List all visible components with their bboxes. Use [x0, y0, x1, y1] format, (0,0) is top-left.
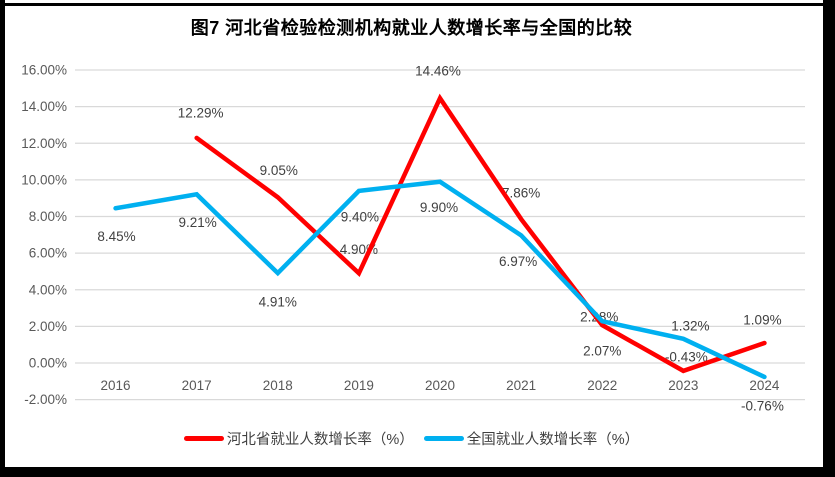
y-axis-tick-label: 16.00%: [21, 63, 67, 78]
national-line-swatch-icon: [423, 435, 464, 441]
chart-legend: 河北省就业人数增长率（%） 全国就业人数增长率（%）: [0, 427, 823, 449]
legend-item-national: 全国就业人数增长率（%）: [423, 428, 640, 449]
y-axis-tick-label: 6.00%: [29, 246, 67, 261]
chart-title: 图7 河北省检验检测机构就业人数增长率与全国的比较: [190, 18, 633, 38]
y-axis-tick-label: 2.00%: [29, 319, 67, 334]
frame-border-top: [0, 3, 835, 6]
x-axis-label: 2023: [668, 378, 698, 393]
x-axis-label: 2017: [182, 378, 212, 393]
data-label: 14.46%: [415, 64, 461, 79]
x-axis-label: 2021: [506, 378, 536, 393]
data-label: -0.43%: [665, 349, 708, 364]
data-label: 6.97%: [499, 254, 537, 269]
y-axis-tick-label: 12.00%: [21, 136, 67, 151]
legend-item-hebei: 河北省就业人数增长率（%）: [183, 428, 414, 449]
x-axis-label: 2018: [263, 378, 293, 393]
data-label: 9.05%: [260, 163, 298, 178]
hebei-line-swatch-icon: [183, 435, 224, 441]
data-label: 8.45%: [97, 229, 135, 244]
x-axis-label: 2020: [425, 378, 455, 393]
data-label: 1.09%: [743, 313, 781, 328]
legend-label-national: 全国就业人数增长率（%）: [466, 431, 640, 448]
national-series-line: [113, 179, 767, 380]
hebei-series-line: [194, 93, 767, 374]
frame-border-right: [823, 0, 835, 477]
x-axis-label: 2022: [587, 378, 617, 393]
data-label: 9.90%: [420, 200, 458, 215]
legend-label-hebei: 河北省就业人数增长率（%）: [226, 431, 414, 448]
data-label: 1.32%: [671, 318, 709, 333]
data-label: 2.07%: [583, 344, 621, 359]
x-axis-label: 2016: [101, 378, 131, 393]
data-label: 9.40%: [341, 209, 379, 224]
y-axis-tick-label: 14.00%: [21, 99, 67, 114]
frame-border-bottom: [0, 467, 835, 477]
data-label: -0.76%: [741, 398, 784, 413]
data-label: 9.21%: [179, 215, 217, 230]
y-axis-tick-label: 4.00%: [29, 282, 67, 297]
data-label: 4.91%: [259, 295, 297, 310]
data-label: 12.29%: [178, 105, 224, 120]
frame-border-left: [0, 0, 5, 477]
x-axis-label: 2024: [749, 378, 780, 393]
y-axis-tick-label: -2.00%: [24, 392, 67, 407]
y-axis-tick-label: 0.00%: [29, 356, 67, 371]
x-axis-label: 2019: [344, 378, 374, 393]
y-axis-tick-label: 10.00%: [21, 172, 67, 187]
y-axis-tick-label: 8.00%: [29, 209, 67, 224]
data-label: 7.86%: [502, 186, 540, 201]
